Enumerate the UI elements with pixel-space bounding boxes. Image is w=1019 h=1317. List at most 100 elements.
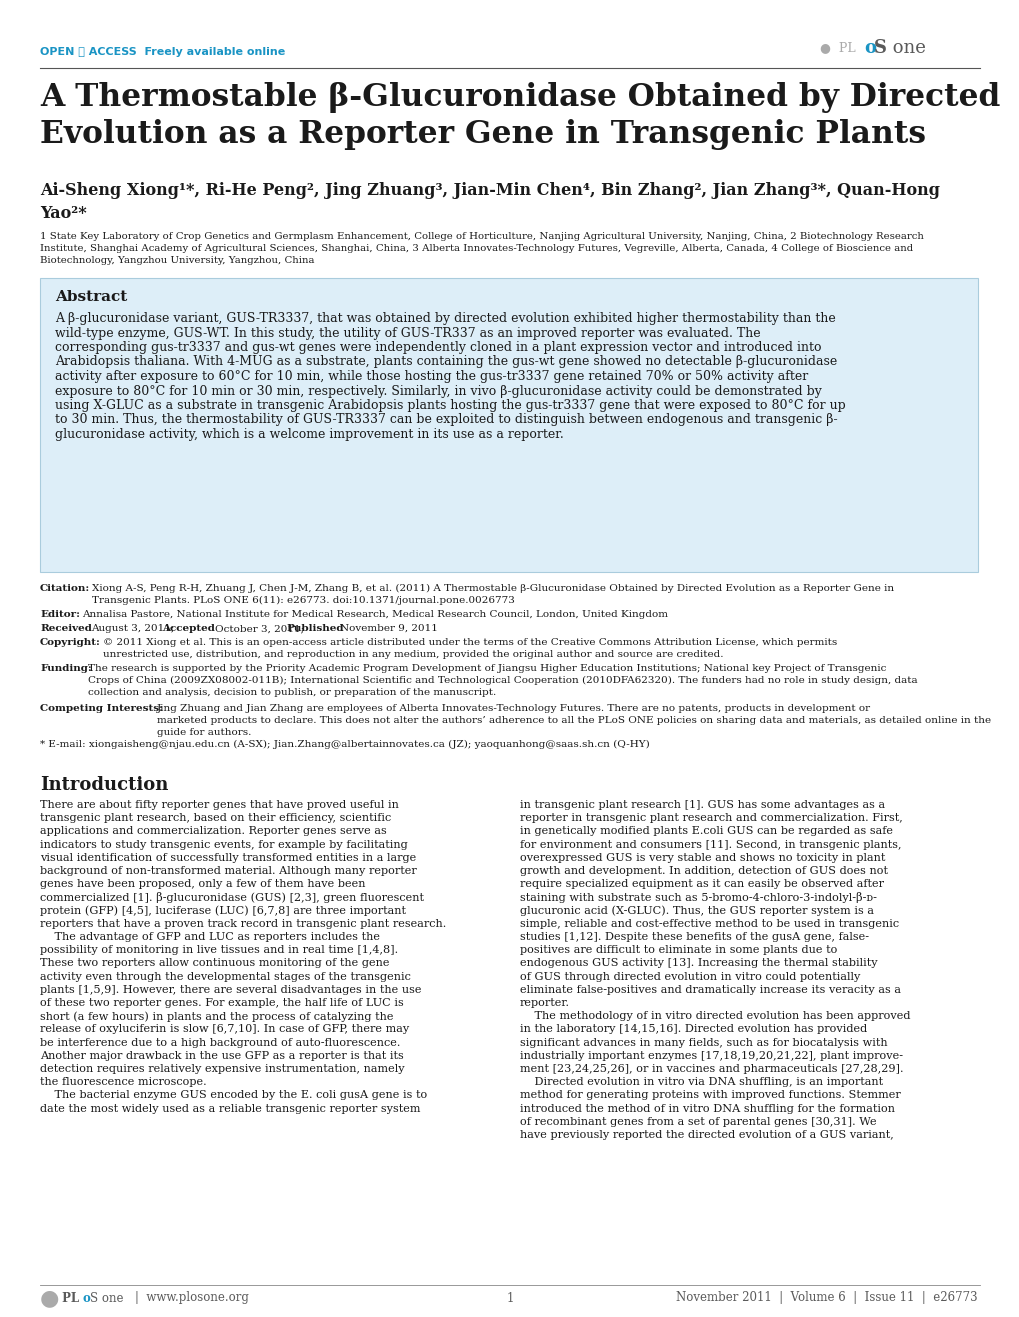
- Text: of these two reporter genes. For example, the half life of LUC is: of these two reporter genes. For example…: [40, 998, 404, 1008]
- Text: eliminate false-positives and dramatically increase its veracity as a: eliminate false-positives and dramatical…: [520, 985, 900, 994]
- Text: introduced the method of in vitro DNA shuffling for the formation: introduced the method of in vitro DNA sh…: [520, 1104, 894, 1114]
- Text: o: o: [863, 40, 875, 57]
- Text: Annalisa Pastore, National Institute for Medical Research, Medical Research Coun: Annalisa Pastore, National Institute for…: [82, 610, 667, 619]
- Text: studies [1,12]. Despite these benefits of the gusA gene, false-: studies [1,12]. Despite these benefits o…: [520, 932, 868, 942]
- Text: growth and development. In addition, detection of GUS does not: growth and development. In addition, det…: [520, 867, 888, 876]
- Text: possibility of monitoring in live tissues and in real time [1,4,8].: possibility of monitoring in live tissue…: [40, 946, 397, 955]
- Text: There are about fifty reporter genes that have proved useful in: There are about fifty reporter genes tha…: [40, 799, 398, 810]
- Text: commercialized [1]. β-glucuronidase (GUS) [2,3], green fluorescent: commercialized [1]. β-glucuronidase (GUS…: [40, 893, 424, 903]
- Text: visual identification of successfully transformed entities in a large: visual identification of successfully tr…: [40, 853, 416, 863]
- Text: guide for authors.: guide for authors.: [157, 728, 251, 738]
- Text: A β-glucuronidase variant, GUS-TR3337, that was obtained by directed evolution e: A β-glucuronidase variant, GUS-TR3337, t…: [55, 312, 835, 325]
- Text: corresponding gus-tr3337 and gus-wt genes were independently cloned in a plant e: corresponding gus-tr3337 and gus-wt gene…: [55, 341, 820, 354]
- Text: Accepted: Accepted: [162, 624, 215, 633]
- Text: in the laboratory [14,15,16]. Directed evolution has provided: in the laboratory [14,15,16]. Directed e…: [520, 1025, 866, 1034]
- Text: Directed evolution in vitro via DNA shuffling, is an important: Directed evolution in vitro via DNA shuf…: [520, 1077, 882, 1088]
- Text: S: S: [873, 40, 887, 57]
- Text: activity after exposure to 60°C for 10 min, while those hosting the gus-tr3337 g: activity after exposure to 60°C for 10 m…: [55, 370, 807, 383]
- Text: industrially important enzymes [17,18,19,20,21,22], plant improve-: industrially important enzymes [17,18,19…: [520, 1051, 902, 1060]
- Text: transgenic plant research, based on their efficiency, scientific: transgenic plant research, based on thei…: [40, 813, 391, 823]
- Text: glucuronic acid (X-GLUC). Thus, the GUS reporter system is a: glucuronic acid (X-GLUC). Thus, the GUS …: [520, 906, 873, 917]
- Text: PL: PL: [58, 1292, 79, 1305]
- Text: endogenous GUS activity [13]. Increasing the thermal stability: endogenous GUS activity [13]. Increasing…: [520, 959, 876, 968]
- Text: Citation:: Citation:: [40, 583, 90, 593]
- FancyBboxPatch shape: [40, 278, 977, 572]
- Text: collection and analysis, decision to publish, or preparation of the manuscript.: collection and analysis, decision to pub…: [88, 687, 496, 697]
- Text: activity even through the developmental stages of the transgenic: activity even through the developmental …: [40, 972, 411, 981]
- Text: background of non-transformed material. Although many reporter: background of non-transformed material. …: [40, 867, 417, 876]
- Text: reporters that have a proven track record in transgenic plant research.: reporters that have a proven track recor…: [40, 919, 446, 928]
- Text: Institute, Shanghai Academy of Agricultural Sciences, Shanghai, China, 3 Alberta: Institute, Shanghai Academy of Agricultu…: [40, 244, 912, 253]
- Text: Editor:: Editor:: [40, 610, 79, 619]
- Text: of GUS through directed evolution in vitro could potentially: of GUS through directed evolution in vit…: [520, 972, 860, 981]
- Text: The bacterial enzyme GUS encoded by the E. coli gusA gene is to: The bacterial enzyme GUS encoded by the …: [40, 1090, 427, 1101]
- Text: genes have been proposed, only a few of them have been: genes have been proposed, only a few of …: [40, 880, 365, 889]
- Text: positives are difficult to eliminate in some plants due to: positives are difficult to eliminate in …: [520, 946, 837, 955]
- Text: indicators to study transgenic events, for example by facilitating: indicators to study transgenic events, f…: [40, 840, 408, 849]
- Text: OPEN ⚿ ACCESS  Freely available online: OPEN ⚿ ACCESS Freely available online: [40, 47, 285, 57]
- Text: ●  PL: ● PL: [819, 42, 855, 54]
- Text: in transgenic plant research [1]. GUS has some advantages as a: in transgenic plant research [1]. GUS ha…: [520, 799, 884, 810]
- Text: reporter.: reporter.: [520, 998, 570, 1008]
- Text: Jing Zhuang and Jian Zhang are employees of Alberta Innovates-Technology Futures: Jing Zhuang and Jian Zhang are employees…: [157, 705, 870, 712]
- Text: reporter in transgenic plant research and commercialization. First,: reporter in transgenic plant research an…: [520, 813, 902, 823]
- Text: require specialized equipment as it can easily be observed after: require specialized equipment as it can …: [520, 880, 883, 889]
- Text: using X-GLUC as a substrate in transgenic Arabidopsis plants hosting the gus-tr3: using X-GLUC as a substrate in transgeni…: [55, 399, 845, 412]
- Text: wild-type enzyme, GUS-WT. In this study, the utility of GUS-TR337 as an improved: wild-type enzyme, GUS-WT. In this study,…: [55, 327, 760, 340]
- Text: Crops of China (2009ZX08002-011B); International Scientific and Technological Co: Crops of China (2009ZX08002-011B); Inter…: [88, 676, 917, 685]
- Text: one: one: [887, 40, 925, 57]
- Text: Published: Published: [285, 624, 343, 633]
- Text: to 30 min. Thus, the thermostability of GUS-TR3337 can be exploited to distingui: to 30 min. Thus, the thermostability of …: [55, 414, 837, 427]
- Text: applications and commercialization. Reporter genes serve as: applications and commercialization. Repo…: [40, 826, 386, 836]
- Text: The advantage of GFP and LUC as reporters includes the: The advantage of GFP and LUC as reporter…: [40, 932, 380, 942]
- Text: for environment and consumers [11]. Second, in transgenic plants,: for environment and consumers [11]. Seco…: [520, 840, 901, 849]
- Text: ●: ●: [40, 1287, 59, 1309]
- Text: These two reporters allow continuous monitoring of the gene: These two reporters allow continuous mon…: [40, 959, 389, 968]
- Text: glucuronidase activity, which is a welcome improvement in its use as a reporter.: glucuronidase activity, which is a welco…: [55, 428, 564, 441]
- Text: simple, reliable and cost-effective method to be used in transgenic: simple, reliable and cost-effective meth…: [520, 919, 898, 928]
- Text: Xiong A-S, Peng R-H, Zhuang J, Chen J-M, Zhang B, et al. (2011) A Thermostable β: Xiong A-S, Peng R-H, Zhuang J, Chen J-M,…: [92, 583, 894, 593]
- Text: of recombinant genes from a set of parental genes [30,31]. We: of recombinant genes from a set of paren…: [520, 1117, 875, 1127]
- Text: short (a few hours) in plants and the process of catalyzing the: short (a few hours) in plants and the pr…: [40, 1011, 393, 1022]
- Text: plants [1,5,9]. However, there are several disadvantages in the use: plants [1,5,9]. However, there are sever…: [40, 985, 421, 994]
- Text: © 2011 Xiong et al. This is an open-access article distributed under the terms o: © 2011 Xiong et al. This is an open-acce…: [103, 637, 837, 647]
- Text: Abstract: Abstract: [55, 290, 127, 304]
- Text: The research is supported by the Priority Academic Program Development of Jiangs: The research is supported by the Priorit…: [88, 664, 886, 673]
- Text: August 3, 2011;: August 3, 2011;: [91, 624, 174, 633]
- Text: Ai-Sheng Xiong¹*, Ri-He Peng², Jing Zhuang³, Jian-Min Chen⁴, Bin Zhang², Jian Zh: Ai-Sheng Xiong¹*, Ri-He Peng², Jing Zhua…: [40, 182, 940, 223]
- Text: Another major drawback in the use GFP as a reporter is that its: Another major drawback in the use GFP as…: [40, 1051, 404, 1060]
- Text: The methodology of in vitro directed evolution has been approved: The methodology of in vitro directed evo…: [520, 1011, 910, 1021]
- Text: in genetically modified plants E.coli GUS can be regarded as safe: in genetically modified plants E.coli GU…: [520, 826, 892, 836]
- Text: marketed products to declare. This does not alter the authors’ adherence to all : marketed products to declare. This does …: [157, 716, 990, 724]
- Text: November 2011  |  Volume 6  |  Issue 11  |  e26773: November 2011 | Volume 6 | Issue 11 | e2…: [676, 1292, 977, 1305]
- Text: date the most widely used as a reliable transgenic reporter system: date the most widely used as a reliable …: [40, 1104, 420, 1114]
- Text: the fluorescence microscope.: the fluorescence microscope.: [40, 1077, 207, 1088]
- Text: 1: 1: [505, 1292, 514, 1305]
- Text: Copyright:: Copyright:: [40, 637, 101, 647]
- Text: protein (GFP) [4,5], luciferase (LUC) [6,7,8] are three important: protein (GFP) [4,5], luciferase (LUC) [6…: [40, 906, 406, 917]
- Text: Transgenic Plants. PLoS ONE 6(11): e26773. doi:10.1371/journal.pone.0026773: Transgenic Plants. PLoS ONE 6(11): e2677…: [92, 597, 515, 605]
- Text: |  www.plosone.org: | www.plosone.org: [135, 1292, 249, 1305]
- Text: Received: Received: [40, 624, 92, 633]
- Text: overexpressed GUS is very stable and shows no toxicity in plant: overexpressed GUS is very stable and sho…: [520, 853, 884, 863]
- Text: November 9, 2011: November 9, 2011: [339, 624, 437, 633]
- Text: S one: S one: [90, 1292, 123, 1305]
- Text: release of oxyluciferin is slow [6,7,10]. In case of GFP, there may: release of oxyluciferin is slow [6,7,10]…: [40, 1025, 409, 1034]
- Text: Arabidopsis thaliana. With 4-MUG as a substrate, plants containing the gus-wt ge: Arabidopsis thaliana. With 4-MUG as a su…: [55, 356, 837, 369]
- Text: Introduction: Introduction: [40, 776, 168, 794]
- Text: method for generating proteins with improved functions. Stemmer: method for generating proteins with impr…: [520, 1090, 900, 1101]
- Text: A Thermostable β-Glucuronidase Obtained by Directed
Evolution as a Reporter Gene: A Thermostable β-Glucuronidase Obtained …: [40, 82, 1000, 150]
- Text: Funding:: Funding:: [40, 664, 92, 673]
- Text: have previously reported the directed evolution of a GUS variant,: have previously reported the directed ev…: [520, 1130, 893, 1141]
- Text: Competing Interests:: Competing Interests:: [40, 705, 163, 712]
- Text: exposure to 80°C for 10 min or 30 min, respectively. Similarly, in vivo β-glucur: exposure to 80°C for 10 min or 30 min, r…: [55, 385, 821, 398]
- Text: * E-mail: xiongaisheng@njau.edu.cn (A-SX); Jian.Zhang@albertainnovates.ca (JZ); : * E-mail: xiongaisheng@njau.edu.cn (A-SX…: [40, 740, 649, 749]
- Text: o: o: [83, 1292, 91, 1305]
- Text: 1 State Key Laboratory of Crop Genetics and Germplasm Enhancement, College of Ho: 1 State Key Laboratory of Crop Genetics …: [40, 232, 923, 241]
- Text: be interference due to a high background of auto-fluorescence.: be interference due to a high background…: [40, 1038, 400, 1047]
- Text: Biotechnology, Yangzhou University, Yangzhou, China: Biotechnology, Yangzhou University, Yang…: [40, 255, 314, 265]
- Text: ment [23,24,25,26], or in vaccines and pharmaceuticals [27,28,29].: ment [23,24,25,26], or in vaccines and p…: [520, 1064, 903, 1073]
- Text: staining with substrate such as 5-bromo-4-chloro-3-indolyl-β-ᴅ-: staining with substrate such as 5-bromo-…: [520, 893, 876, 903]
- Text: significant advances in many fields, such as for biocatalysis with: significant advances in many fields, suc…: [520, 1038, 887, 1047]
- Text: October 3, 2011;: October 3, 2011;: [215, 624, 304, 633]
